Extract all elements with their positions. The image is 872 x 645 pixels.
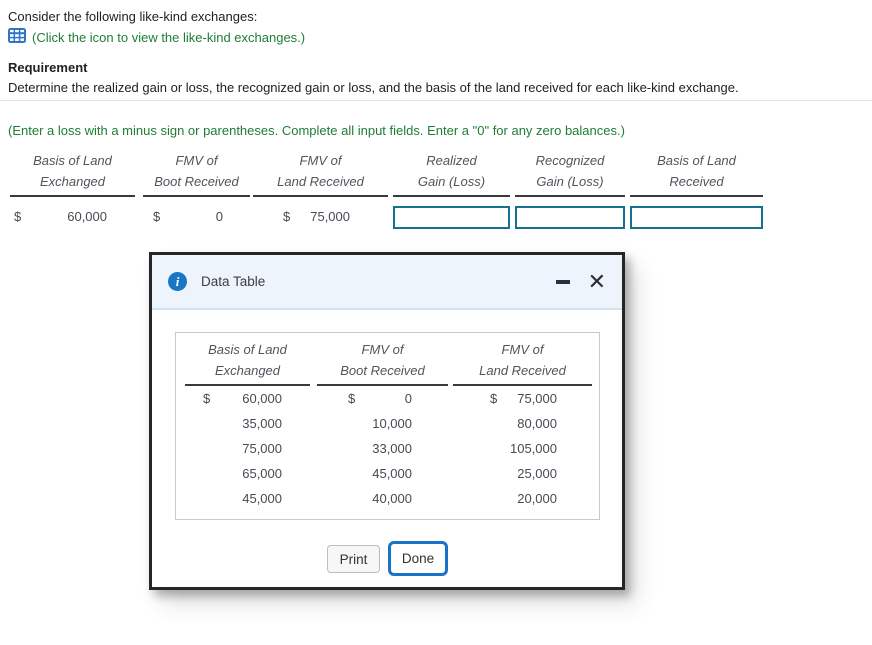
table-cell: 20,000 <box>453 486 592 511</box>
dollar-sign: $ <box>283 209 291 224</box>
column-basis-exchanged: Basis of Land Exchanged $ 60,000 <box>10 150 135 224</box>
boot-received-value: $ 0 <box>143 209 250 224</box>
data-column-boot-received: FMV of Boot Received $ 0 10,000 33,000 <box>317 339 448 511</box>
table-cell: 33,000 <box>317 436 448 461</box>
data-table: Basis of Land Exchanged $ 60,000 35,000 … <box>175 332 600 520</box>
column-recognized-gain: Recognized Gain (Loss) <box>515 150 625 229</box>
basis-exchanged-value: $ 60,000 <box>10 209 135 224</box>
realized-gain-input[interactable] <box>393 206 510 229</box>
dialog-title: Data Table <box>201 274 266 289</box>
data-column-basis-exchanged: Basis of Land Exchanged $ 60,000 35,000 … <box>185 339 310 511</box>
amount: 10,000 <box>372 416 412 431</box>
column-header: FMV of Boot Received <box>317 339 448 386</box>
amount: 0 <box>215 209 223 224</box>
minimize-icon[interactable] <box>555 279 570 284</box>
amount: 75,000 <box>310 209 350 224</box>
print-button[interactable]: Print <box>327 545 380 573</box>
table-cell: 65,000 <box>185 461 310 486</box>
column-realized-gain: Realized Gain (Loss) <box>393 150 510 229</box>
amount: 75,000 <box>242 441 282 456</box>
exchange-table: Basis of Land Exchanged $ 60,000 FMV of … <box>0 150 872 230</box>
column-header: FMV of Boot Received <box>143 150 250 197</box>
column-header: FMV of Land Received <box>453 339 592 386</box>
exchange-icon-row: (Click the icon to view the like-kind ex… <box>8 28 305 46</box>
column-basis-received: Basis of Land Received <box>630 150 763 229</box>
amount: 105,000 <box>510 441 557 456</box>
amount: 45,000 <box>372 466 412 481</box>
view-exchanges-button[interactable] <box>8 28 26 46</box>
column-header: FMV of Land Received <box>253 150 388 197</box>
table-cell: 75,000 <box>185 436 310 461</box>
column-header: Recognized Gain (Loss) <box>515 150 625 197</box>
dollar-sign: $ <box>14 209 22 224</box>
dollar-sign: $ <box>490 391 498 406</box>
column-header: Basis of Land Exchanged <box>10 150 135 197</box>
recognized-gain-input[interactable] <box>515 206 625 229</box>
column-header: Realized Gain (Loss) <box>393 150 510 197</box>
table-cell: 80,000 <box>453 411 592 436</box>
dialog-body: Basis of Land Exchanged $ 60,000 35,000 … <box>152 310 622 587</box>
amount: 45,000 <box>242 491 282 506</box>
dollar-sign: $ <box>153 209 161 224</box>
amount: 40,000 <box>372 491 412 506</box>
amount: 25,000 <box>517 466 557 481</box>
dollar-sign: $ <box>348 391 356 406</box>
close-icon[interactable]: ✕ <box>587 268 606 294</box>
table-cell: 25,000 <box>453 461 592 486</box>
requirement-heading: Requirement <box>8 60 88 75</box>
amount: 80,000 <box>517 416 557 431</box>
amount: 33,000 <box>372 441 412 456</box>
land-received-value: $ 75,000 <box>253 209 388 224</box>
table-cell: 45,000 <box>317 461 448 486</box>
amount: 60,000 <box>67 209 107 224</box>
amount: 75,000 <box>517 391 557 406</box>
column-boot-received: FMV of Boot Received $ 0 <box>143 150 250 224</box>
requirement-text: Determine the realized gain or loss, the… <box>8 80 739 95</box>
section-divider <box>0 100 872 101</box>
column-land-received: FMV of Land Received $ 75,000 <box>253 150 388 224</box>
table-cell: 45,000 <box>185 486 310 511</box>
icon-caption: (Click the icon to view the like-kind ex… <box>32 29 306 45</box>
amount: 65,000 <box>242 466 282 481</box>
table-cell: 40,000 <box>317 486 448 511</box>
table-cell: 105,000 <box>453 436 592 461</box>
table-cell: $ 0 <box>317 386 448 411</box>
data-column-land-received: FMV of Land Received $ 75,000 80,000 105… <box>453 339 592 511</box>
table-cell: $ 75,000 <box>453 386 592 411</box>
column-header: Basis of Land Exchanged <box>185 339 310 386</box>
info-icon: i <box>168 272 187 291</box>
data-table-dialog: i Data Table ✕ Basis of Land Exchanged $… <box>149 252 625 590</box>
entry-instruction: (Enter a loss with a minus sign or paren… <box>8 123 625 138</box>
intro-text: Consider the following like-kind exchang… <box>8 9 258 24</box>
amount: 35,000 <box>242 416 282 431</box>
table-cell: 35,000 <box>185 411 310 436</box>
dollar-sign: $ <box>203 391 211 406</box>
amount: 60,000 <box>242 391 282 406</box>
table-cell: 10,000 <box>317 411 448 436</box>
basis-received-input[interactable] <box>630 206 763 229</box>
column-header: Basis of Land Received <box>630 150 763 197</box>
done-button[interactable]: Done <box>388 541 448 576</box>
amount: 0 <box>404 391 412 406</box>
table-grid-icon <box>8 28 26 46</box>
amount: 20,000 <box>517 491 557 506</box>
table-cell: $ 60,000 <box>185 386 310 411</box>
dialog-header[interactable]: i Data Table ✕ <box>152 255 622 310</box>
